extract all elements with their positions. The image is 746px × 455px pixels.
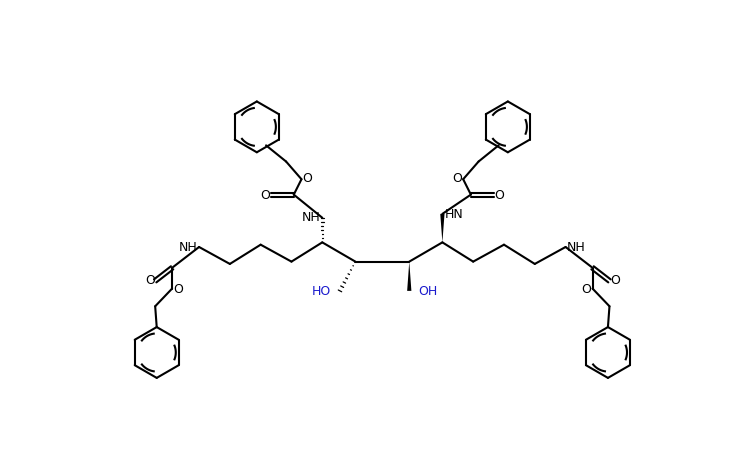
Text: O: O: [452, 172, 462, 185]
Text: HN: HN: [445, 207, 463, 220]
Text: O: O: [173, 283, 184, 295]
Text: O: O: [303, 172, 313, 185]
Text: O: O: [581, 283, 592, 295]
Polygon shape: [440, 214, 445, 243]
Text: NH: NH: [179, 240, 198, 253]
Text: O: O: [145, 273, 154, 286]
Text: O: O: [495, 189, 504, 202]
Text: OH: OH: [419, 285, 438, 298]
Text: O: O: [610, 273, 620, 286]
Text: O: O: [260, 189, 270, 202]
Text: NH: NH: [302, 211, 321, 224]
Text: HO: HO: [312, 285, 330, 298]
Polygon shape: [407, 262, 411, 291]
Text: NH: NH: [567, 240, 586, 253]
